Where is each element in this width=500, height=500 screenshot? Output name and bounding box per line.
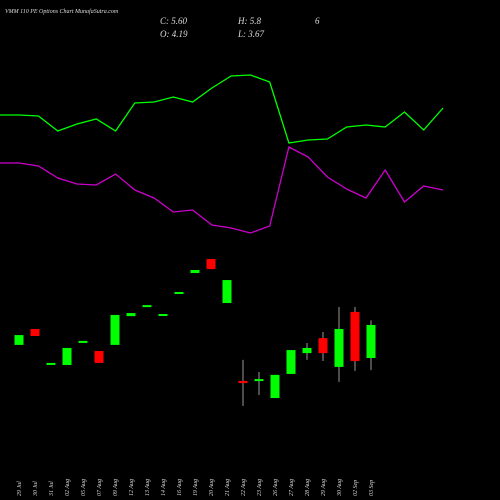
chart-title: VMM 110 PE Options Chart MunafaSutra.com bbox=[5, 8, 119, 15]
ohlc-label: 6 bbox=[315, 16, 320, 26]
candle-body bbox=[94, 350, 104, 363]
candle-body bbox=[318, 338, 328, 354]
indicator-line bbox=[0, 74, 444, 144]
indicator-line bbox=[0, 146, 444, 234]
x-tick-label: 30 Jul bbox=[33, 481, 39, 497]
candle-body bbox=[254, 379, 264, 382]
x-tick-label: 31 Jul bbox=[49, 481, 55, 497]
x-tick-label: 16 Aug bbox=[177, 479, 183, 496]
x-tick-label: 07 Aug bbox=[97, 479, 103, 496]
candle-body bbox=[366, 325, 376, 359]
candle-body bbox=[206, 259, 216, 270]
ohlc-label: C: 5.60 bbox=[160, 16, 188, 26]
x-tick-label: 12 Aug bbox=[129, 479, 135, 496]
ohlc-label: O: 4.19 bbox=[160, 29, 188, 39]
x-tick-label: 30 Aug bbox=[337, 479, 343, 497]
x-tick-label: 27 Aug bbox=[289, 479, 295, 496]
candle-body bbox=[30, 328, 40, 337]
x-tick-label: 20 Aug bbox=[209, 479, 215, 496]
candle-body bbox=[286, 350, 296, 374]
candle-body bbox=[158, 314, 168, 317]
ohlc-label: H: 5.8 bbox=[237, 16, 261, 26]
candle-body bbox=[142, 305, 152, 308]
candle-body bbox=[302, 347, 312, 354]
x-tick-label: 19 Aug bbox=[193, 479, 199, 496]
candle-body bbox=[350, 311, 360, 362]
candle-body bbox=[14, 335, 24, 345]
candle-body bbox=[78, 340, 88, 343]
candle-body bbox=[238, 380, 248, 384]
x-tick-label: 02 Sep bbox=[353, 480, 359, 496]
x-tick-label: 29 Aug bbox=[321, 479, 327, 496]
x-tick-label: 26 Aug bbox=[273, 479, 279, 496]
candle-body bbox=[334, 328, 344, 367]
candle-body bbox=[174, 292, 184, 295]
x-tick-label: 14 Aug bbox=[160, 479, 167, 496]
ohlc-label: L: 3.67 bbox=[237, 29, 265, 39]
x-tick-label: 09 Aug bbox=[113, 479, 119, 496]
candle-body bbox=[126, 313, 136, 317]
x-tick-label: 21 Aug bbox=[225, 479, 231, 496]
candle-body bbox=[110, 314, 120, 345]
x-tick-label: 13 Aug bbox=[145, 479, 151, 496]
candle-body bbox=[46, 362, 56, 365]
candle-body bbox=[222, 280, 232, 304]
x-tick-label: 05 Aug bbox=[81, 479, 87, 496]
x-tick-label: 23 Aug bbox=[257, 479, 263, 496]
x-tick-label: 02 Aug bbox=[65, 479, 71, 496]
candle-body bbox=[62, 347, 72, 366]
candle-body bbox=[190, 270, 200, 274]
x-tick-label: 29 Jul bbox=[17, 481, 23, 496]
x-tick-label: 28 Aug bbox=[305, 479, 311, 496]
x-tick-label: 03 Sep bbox=[369, 480, 375, 496]
candle-body bbox=[270, 374, 280, 399]
x-tick-label: 22 Aug bbox=[241, 479, 247, 496]
